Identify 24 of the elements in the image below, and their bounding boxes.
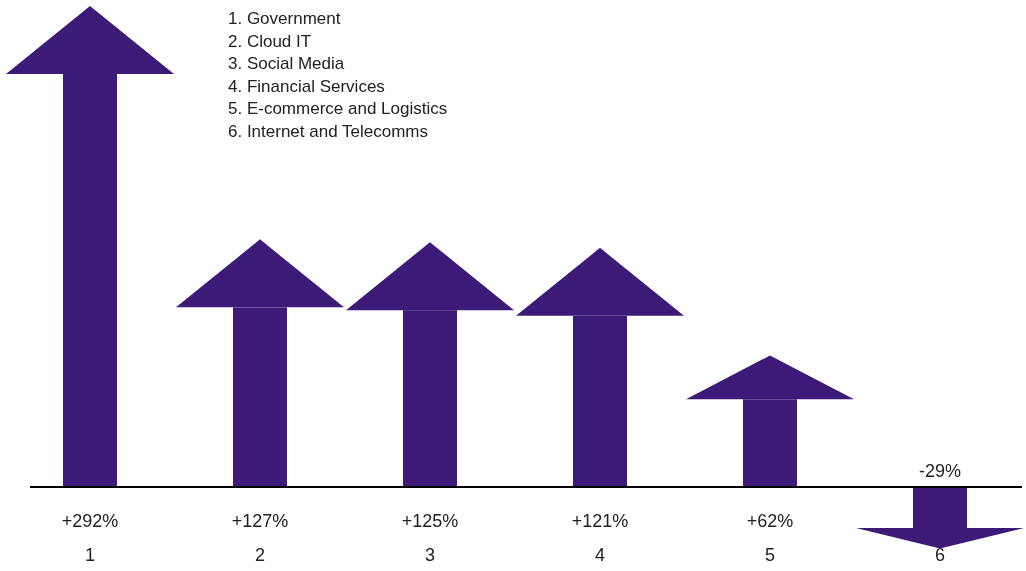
bar xyxy=(403,310,457,487)
bar xyxy=(573,315,627,487)
bar xyxy=(63,74,117,487)
x-tick-label: 6 xyxy=(934,545,946,565)
data-label: +121% xyxy=(571,511,629,531)
bar xyxy=(913,487,967,529)
data-label: +127% xyxy=(231,511,289,531)
text: 3. Social Media xyxy=(228,54,345,73)
x-tick-label: 2 xyxy=(254,545,266,565)
data-label: +62% xyxy=(746,511,794,531)
data-label: +292% xyxy=(61,511,119,531)
text: 1. Government xyxy=(228,9,341,28)
data-label: +125% xyxy=(401,511,459,531)
annotation: 5. E-commerce and Logistics xyxy=(228,99,448,118)
bar xyxy=(743,399,797,487)
annotation: 6. Internet and Telecomms xyxy=(228,121,429,141)
x-tick-label: 4 xyxy=(594,545,606,565)
text: 2. Cloud IT xyxy=(228,31,312,51)
x-tick-label: 5 xyxy=(764,545,776,565)
x-tick-label: 3 xyxy=(424,545,436,565)
data-label: -29% xyxy=(918,461,962,481)
annotation: 4. Financial Services xyxy=(228,76,385,96)
bar xyxy=(233,307,287,487)
x-tick-label: 1 xyxy=(84,545,96,565)
